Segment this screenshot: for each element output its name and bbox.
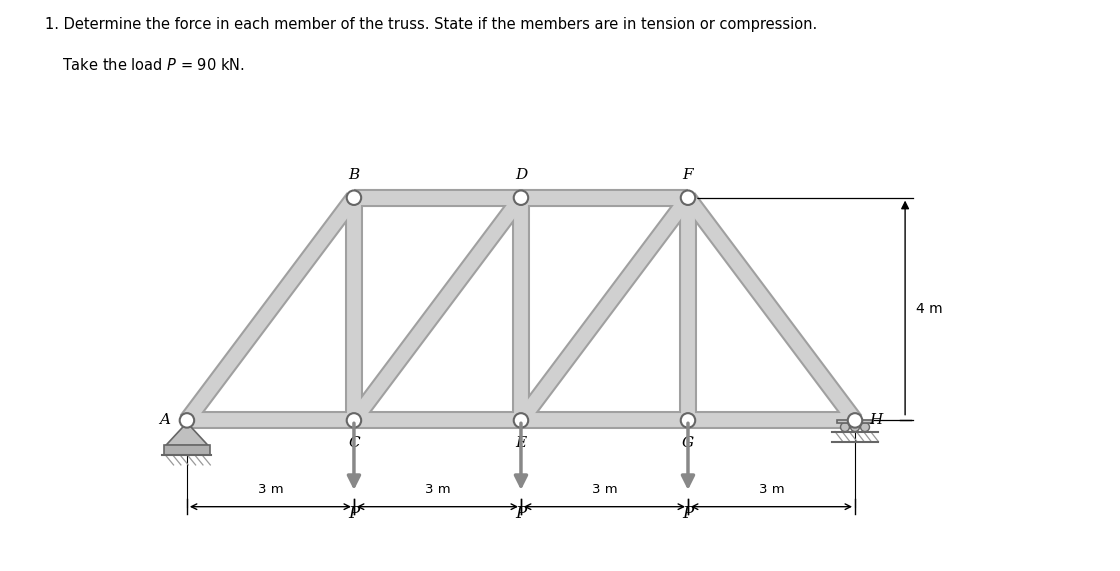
Text: F: F bbox=[683, 168, 693, 182]
Text: 3 m: 3 m bbox=[424, 482, 450, 496]
Text: P: P bbox=[515, 505, 526, 522]
Circle shape bbox=[860, 423, 869, 432]
Text: A: A bbox=[159, 413, 170, 428]
Text: D: D bbox=[515, 168, 528, 182]
Polygon shape bbox=[166, 423, 208, 445]
Text: 3 m: 3 m bbox=[258, 482, 283, 496]
Text: 3 m: 3 m bbox=[758, 482, 784, 496]
Circle shape bbox=[681, 191, 696, 205]
Circle shape bbox=[848, 413, 862, 428]
FancyBboxPatch shape bbox=[837, 420, 872, 423]
Text: H: H bbox=[869, 413, 883, 428]
Text: E: E bbox=[515, 436, 526, 450]
Circle shape bbox=[514, 191, 529, 205]
Text: C: C bbox=[348, 436, 360, 450]
Circle shape bbox=[850, 423, 859, 432]
Text: 4 m: 4 m bbox=[916, 302, 943, 316]
Circle shape bbox=[514, 413, 529, 428]
Text: B: B bbox=[348, 168, 360, 182]
Text: 1. Determine the force in each member of the truss. State if the members are in : 1. Determine the force in each member of… bbox=[45, 17, 818, 32]
Text: Take the load $P$ = 90 kN.: Take the load $P$ = 90 kN. bbox=[62, 57, 244, 73]
Circle shape bbox=[347, 413, 361, 428]
Circle shape bbox=[347, 191, 361, 205]
Text: G: G bbox=[682, 436, 694, 450]
Circle shape bbox=[179, 413, 194, 428]
Text: 3 m: 3 m bbox=[591, 482, 617, 496]
Circle shape bbox=[840, 423, 849, 432]
Circle shape bbox=[681, 413, 696, 428]
FancyBboxPatch shape bbox=[164, 445, 211, 456]
Text: P: P bbox=[682, 505, 693, 522]
Text: P: P bbox=[348, 505, 360, 522]
